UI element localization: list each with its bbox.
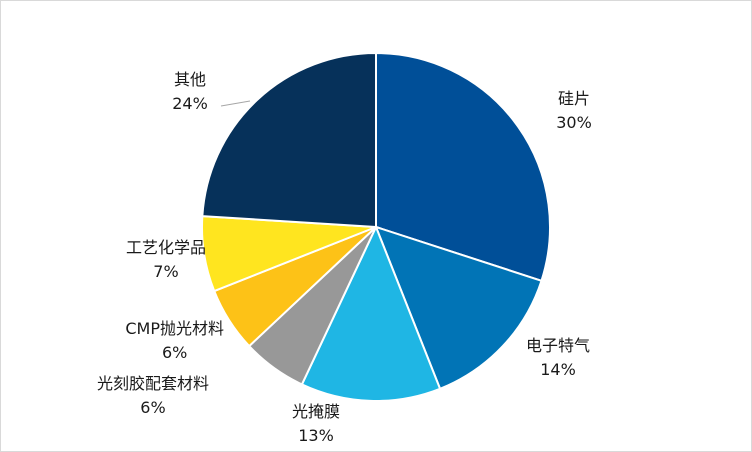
slice-category-label: 其他 — [174, 70, 206, 89]
slice-category-label: 硅片 — [558, 89, 590, 108]
slice-value-label: 24% — [172, 94, 208, 113]
slice-value-label: 6% — [162, 343, 187, 362]
pie-slice-3 — [300, 226, 442, 402]
slice-value-label: 14% — [540, 360, 576, 379]
pie-slice-2 — [375, 226, 543, 390]
slice-category-label: 电子特气 — [526, 336, 590, 355]
pie-slices — [200, 52, 551, 402]
leader-lines — [220, 100, 251, 107]
slice-value-label: 7% — [153, 262, 178, 281]
slice-value-label: 6% — [140, 398, 165, 417]
slice-category-label: 光刻胶配套材料 — [97, 374, 209, 393]
slice-value-label: 30% — [556, 113, 592, 132]
slice-category-label: 光掩膜 — [292, 402, 340, 421]
slice-value-label: 13% — [298, 426, 334, 445]
pie-slice-1 — [375, 52, 551, 282]
slice-category-label: CMP抛光材料 — [125, 319, 224, 338]
pie-slice-7 — [201, 52, 377, 228]
slice-category-label: 工艺化学品 — [126, 238, 206, 257]
leader-line-7 — [220, 100, 251, 107]
slice-labels: 硅片 30% 电子特气 14% 光掩膜 13% 光刻胶配套材料 6% CMP抛光材料 6% 工艺化学… — [97, 70, 592, 445]
